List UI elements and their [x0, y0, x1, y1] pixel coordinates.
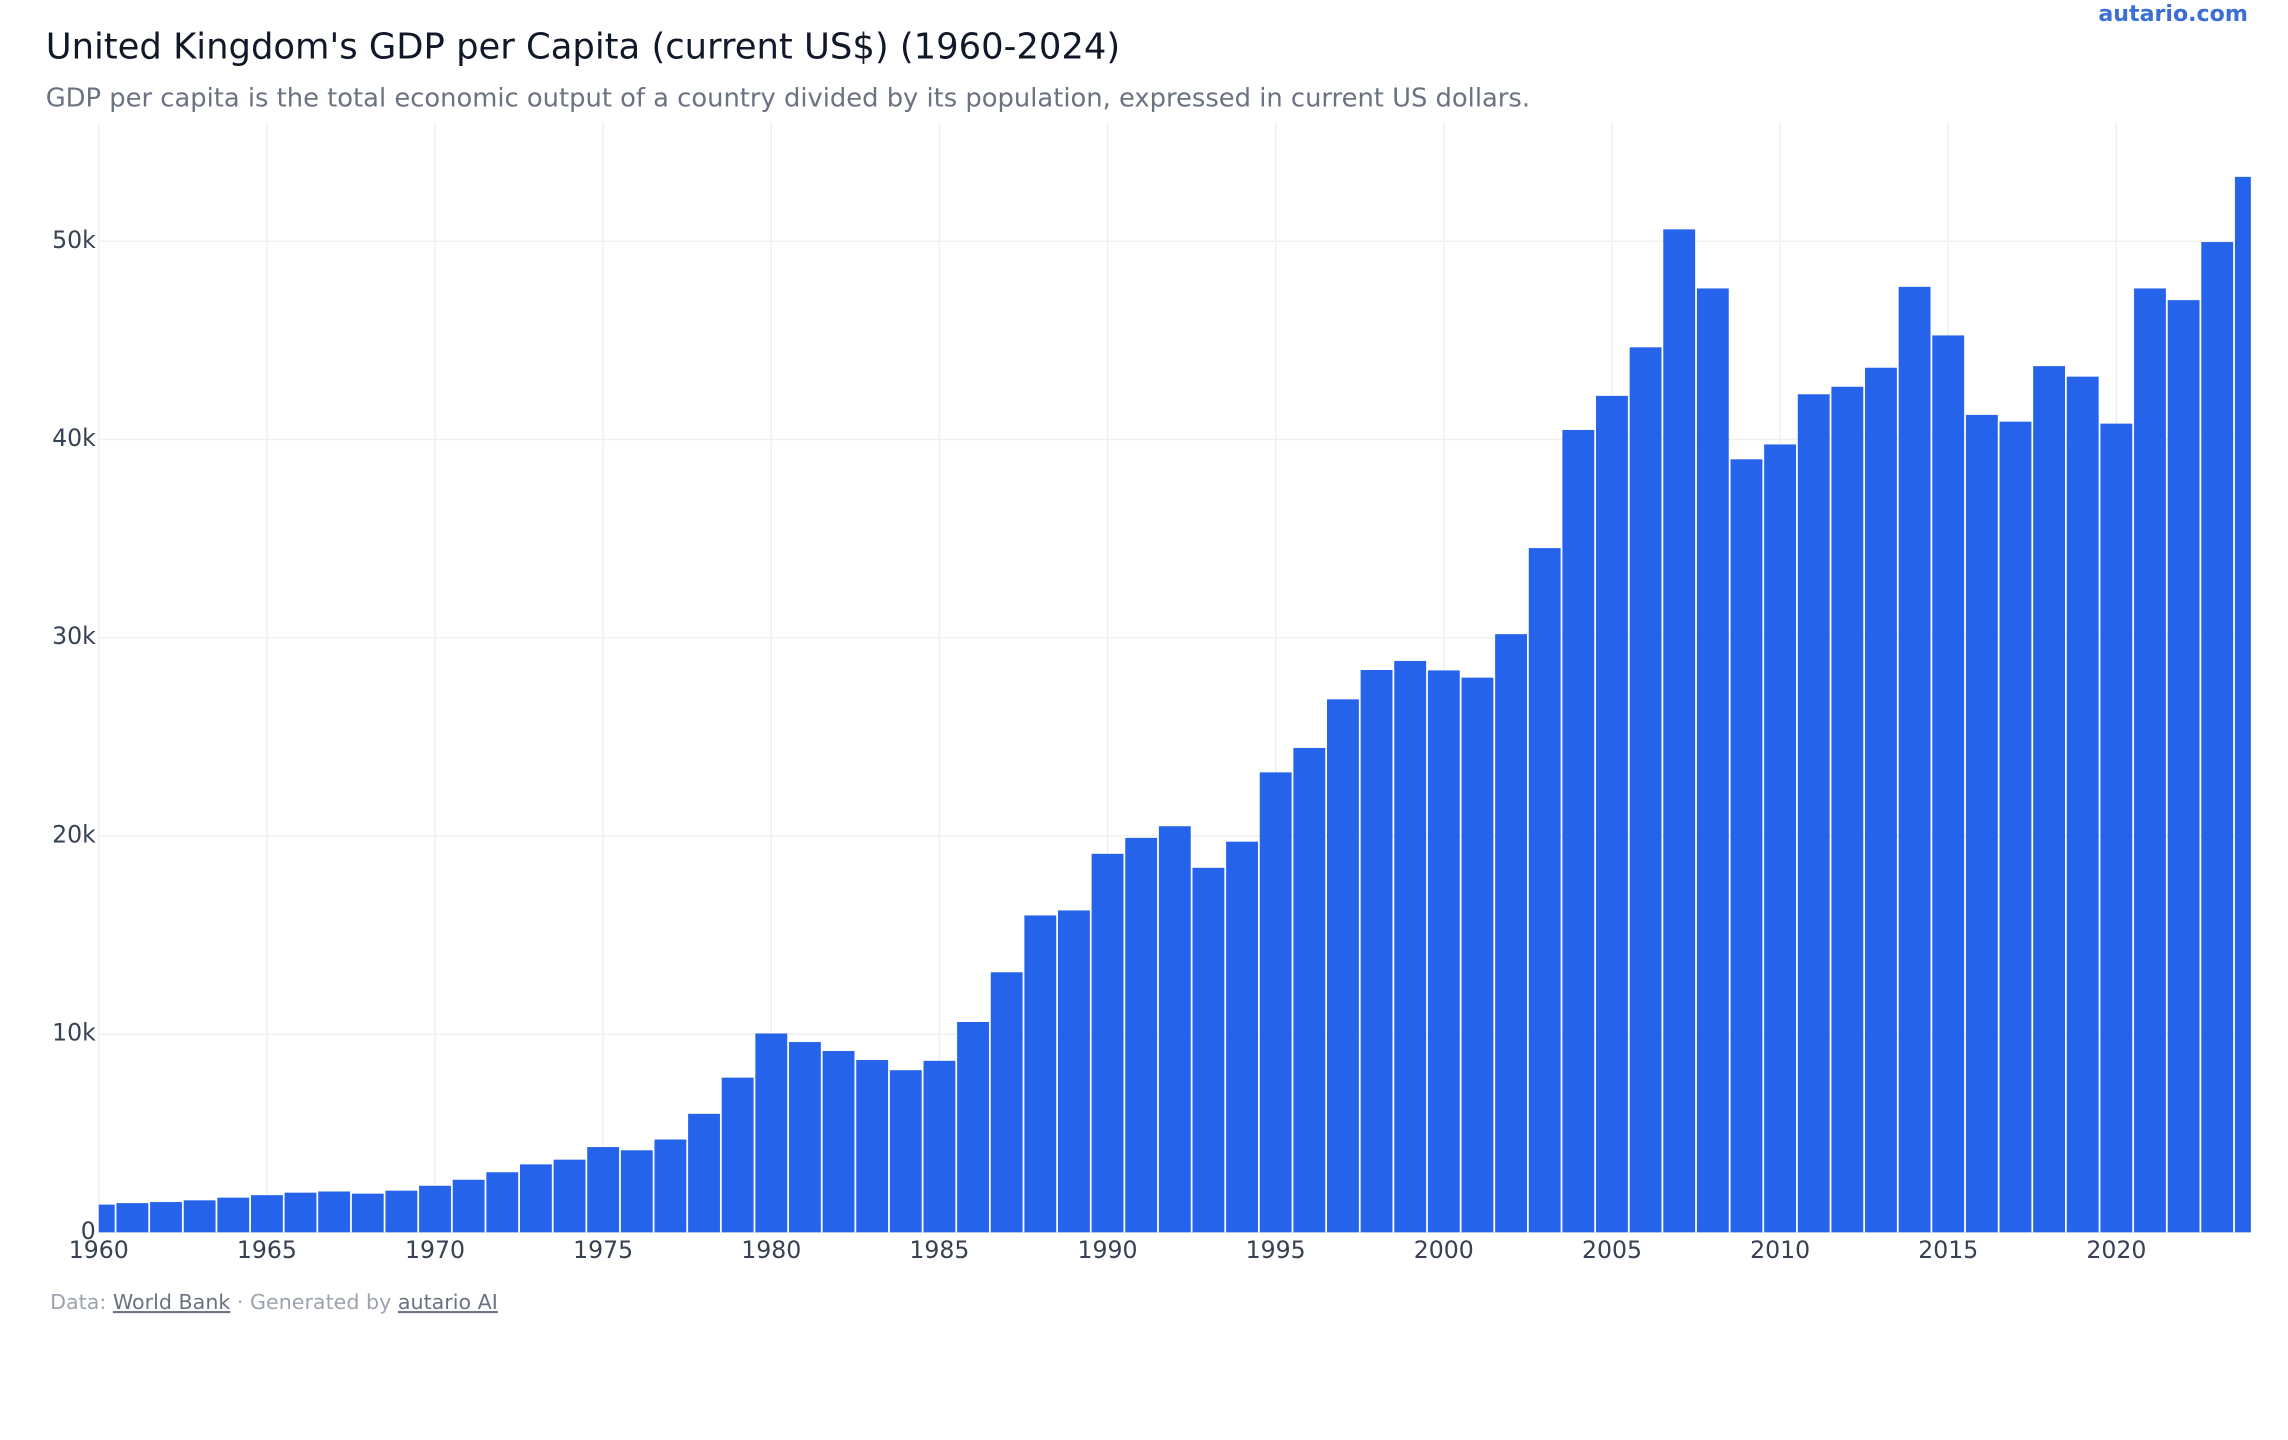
bar [385, 1190, 418, 1233]
bar [318, 1191, 351, 1233]
bar [98, 1204, 115, 1233]
chart-title: United Kingdom's GDP per Capita (current… [46, 27, 1121, 68]
bar [1192, 867, 1225, 1233]
bar [856, 1060, 889, 1233]
bar [2167, 300, 2200, 1233]
bar [351, 1193, 384, 1233]
y-tick-label: 30k [52, 622, 96, 650]
chart-subtitle: GDP per capita is the total economic out… [46, 83, 1530, 113]
bar [2066, 376, 2099, 1233]
bar [1562, 429, 1595, 1233]
y-tick-label: 0 [81, 1217, 96, 1245]
y-tick-label: 10k [52, 1019, 96, 1047]
x-tick-label: 2015 [1918, 1236, 1978, 1264]
x-tick-label: 1985 [909, 1236, 969, 1264]
bar [2100, 423, 2133, 1233]
bar [990, 972, 1023, 1233]
x-tick-label: 2000 [1414, 1236, 1474, 1264]
bar [1427, 670, 1460, 1233]
bar [1629, 347, 1662, 1233]
bar [1965, 414, 1998, 1233]
x-tick-label: 1960 [69, 1236, 129, 1264]
bar [1226, 841, 1258, 1233]
x-tick-label: 1970 [405, 1236, 465, 1264]
bar [688, 1113, 720, 1233]
bar [1730, 459, 1763, 1233]
x-tick-label: 2010 [1750, 1236, 1810, 1264]
bar [250, 1195, 283, 1233]
bar [822, 1051, 855, 1233]
y-tick-label: 20k [52, 820, 96, 848]
bar [150, 1202, 182, 1233]
bar [1696, 288, 1729, 1233]
bar [1932, 335, 1965, 1233]
bar [1091, 853, 1124, 1233]
bar [1898, 286, 1931, 1233]
bar [183, 1200, 216, 1233]
bar [1293, 747, 1326, 1233]
x-tick-label: 1965 [237, 1236, 297, 1264]
source-link[interactable]: World Bank [113, 1290, 231, 1314]
bar [1461, 677, 1494, 1233]
bar [788, 1042, 821, 1233]
bar [620, 1150, 653, 1233]
bar [1394, 660, 1427, 1233]
generator-link[interactable]: autario AI [398, 1290, 498, 1314]
bar [1259, 772, 1292, 1233]
x-tick-label: 2005 [1582, 1236, 1642, 1264]
x-tick-label: 1990 [1078, 1236, 1138, 1264]
bar [419, 1185, 451, 1233]
bar [1596, 395, 1628, 1233]
bar [1024, 915, 1057, 1233]
bar [1831, 386, 1864, 1233]
bar [486, 1172, 519, 1233]
x-tick-label: 1975 [573, 1236, 633, 1264]
bar [1125, 837, 1158, 1233]
bar [721, 1077, 754, 1233]
x-tick-label: 1980 [741, 1236, 801, 1264]
bar [1495, 634, 1528, 1233]
y-tick-label: 50k [52, 226, 96, 254]
bar [2134, 288, 2166, 1233]
bar [1528, 548, 1561, 1233]
bar [452, 1179, 485, 1233]
bar [217, 1197, 250, 1233]
bar [923, 1060, 956, 1233]
bar [1865, 367, 1897, 1233]
bar [1764, 444, 1797, 1233]
bar [957, 1021, 989, 1233]
footer-middle: · Generated by [237, 1290, 391, 1314]
bar [1360, 670, 1393, 1233]
bar [284, 1192, 317, 1233]
bar [1663, 229, 1696, 1233]
bar [553, 1159, 586, 1233]
x-tick-label: 1995 [1246, 1236, 1306, 1264]
bar [1057, 910, 1090, 1233]
bar [1158, 826, 1191, 1233]
bar [116, 1203, 149, 1233]
brand-link[interactable]: autario.com [2098, 1, 2248, 27]
bar [1797, 394, 1830, 1233]
x-tick-label: 2020 [2086, 1236, 2146, 1264]
footer-prefix: Data: [50, 1290, 106, 1314]
bar [2234, 176, 2251, 1233]
bar [1327, 699, 1359, 1233]
bar [654, 1139, 687, 1233]
bar [1999, 421, 2032, 1233]
bar [755, 1033, 788, 1233]
bar [2033, 366, 2066, 1233]
y-tick-label: 40k [52, 424, 96, 452]
bar [889, 1070, 922, 1233]
bar [2201, 242, 2234, 1233]
bar [587, 1147, 620, 1233]
bar [519, 1164, 552, 1233]
footer: Data: World Bank · Generated by autario … [50, 1290, 498, 1314]
